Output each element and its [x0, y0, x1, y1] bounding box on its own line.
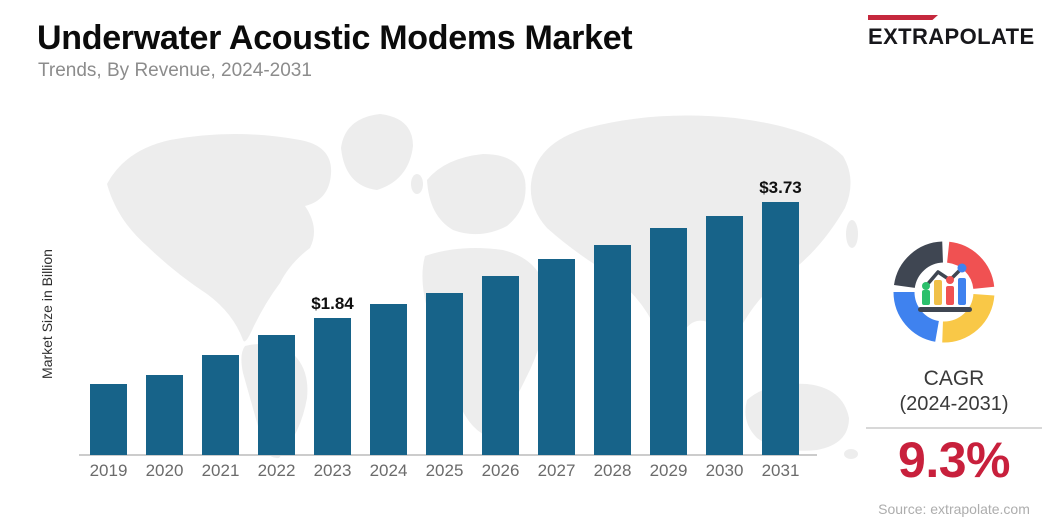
donut-segment-yellow: [942, 293, 995, 343]
source-text: Source: extrapolate.com: [878, 501, 1030, 517]
x-tick-label: 2022: [257, 461, 296, 480]
x-tick-label: 2024: [369, 461, 408, 480]
bar-2026: [482, 276, 519, 455]
cagr-divider: [866, 427, 1042, 429]
bar-2022: [258, 335, 295, 455]
bar-2019: [90, 384, 127, 455]
brand-logo: EXTRAPOLATE: [868, 15, 1040, 50]
x-tick-label: 2023: [313, 461, 352, 480]
cagr-period: (2024-2031): [899, 393, 1009, 415]
x-tick-label: 2027: [537, 461, 576, 480]
donut-chart-icon: [893, 241, 995, 343]
x-tick-label: 2030: [705, 461, 744, 480]
donut-segment-dark: [893, 241, 944, 289]
mini-growth-chart-icon: [918, 263, 972, 312]
brand-logo-accent-bar: [868, 15, 938, 20]
bar-2020: [146, 375, 183, 455]
bar-2028: [594, 245, 631, 455]
bar-2031: [762, 202, 799, 455]
donut-ring: [893, 241, 995, 343]
x-tick-label: 2026: [481, 461, 520, 480]
brand-logo-text: EXTRAPOLATE: [868, 24, 1035, 49]
bar-2027: [538, 259, 575, 455]
x-tick-label: 2025: [425, 461, 464, 480]
bar-value-label: $1.84: [311, 294, 354, 313]
x-tick-label: 2021: [201, 461, 240, 480]
y-axis-label: Market Size in Billion: [39, 249, 55, 379]
bar-value-label: $3.73: [759, 178, 802, 197]
x-tick-label: 2029: [649, 461, 688, 480]
x-tick-label: 2031: [761, 461, 800, 480]
x-tick-label: 2028: [593, 461, 632, 480]
cagr-label: CAGR: [923, 367, 985, 390]
cagr-value: 9.3%: [898, 432, 1010, 488]
donut-segment-blue: [893, 291, 940, 342]
x-tick-label: 2020: [145, 461, 184, 480]
bar-2021: [202, 355, 239, 455]
bar-2023: [314, 318, 351, 455]
bar-2030: [706, 216, 743, 455]
page-subtitle: Trends, By Revenue, 2024-2031: [38, 60, 312, 81]
donut-segment-red: [946, 241, 995, 290]
bar-2024: [370, 304, 407, 455]
x-tick-label: 2019: [89, 461, 128, 480]
bar-2025: [426, 293, 463, 455]
bar-2029: [650, 228, 687, 455]
page-title: Underwater Acoustic Modems Market: [37, 19, 633, 57]
